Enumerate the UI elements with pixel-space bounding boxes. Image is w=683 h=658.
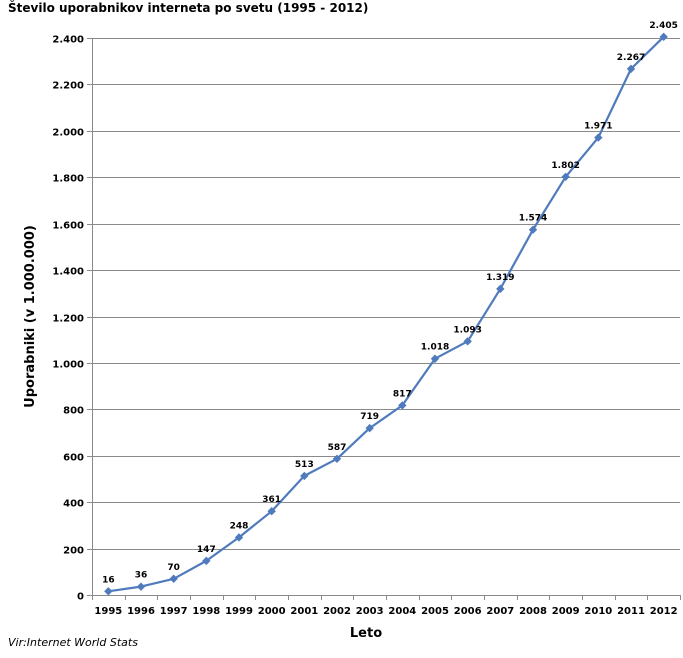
y-tick-labels: 0 200 400 600 800 1.000 1.200 1.400 1.600 1.800 2.… bbox=[52, 35, 84, 603]
data-point-marker bbox=[561, 172, 570, 181]
x-tick-label: 2007 bbox=[486, 606, 514, 617]
x-tick-label: 2009 bbox=[552, 606, 580, 617]
x-tick-label: 1999 bbox=[225, 606, 253, 617]
data-label: 1.574 bbox=[519, 214, 547, 224]
data-point-marker bbox=[365, 423, 374, 433]
source-note: Vir:Internet World Stats bbox=[8, 636, 138, 649]
data-label: 1.971 bbox=[584, 122, 612, 132]
y-tick-label: 1.200 bbox=[52, 314, 84, 325]
data-label: 513 bbox=[295, 460, 314, 470]
x-tick-label: 1996 bbox=[127, 606, 155, 617]
x-tick-label: 2010 bbox=[584, 606, 612, 617]
data-label: 1.802 bbox=[551, 161, 579, 171]
x-axis-title: Leto bbox=[350, 626, 382, 641]
data-label: 2.267 bbox=[617, 53, 645, 63]
data-point-marker bbox=[169, 574, 178, 583]
data-point-marker bbox=[496, 284, 505, 294]
x-tick-label: 2012 bbox=[650, 606, 678, 617]
data-label: 1.319 bbox=[486, 273, 514, 283]
data-label: 147 bbox=[197, 545, 216, 555]
data-point-marker bbox=[300, 471, 309, 481]
data-point-marker bbox=[136, 582, 146, 591]
data-point-marker bbox=[594, 133, 603, 142]
data-point-marker bbox=[104, 587, 113, 596]
y-tick-label: 2.200 bbox=[52, 81, 84, 92]
data-label: 16 bbox=[102, 575, 115, 585]
data-point-marker bbox=[430, 354, 440, 363]
data-point-marker bbox=[463, 337, 472, 346]
data-point-marker bbox=[528, 225, 538, 234]
data-label: 1.093 bbox=[453, 325, 481, 335]
data-label: 361 bbox=[262, 495, 281, 505]
x-tick-label: 2001 bbox=[290, 606, 318, 617]
data-point-marker bbox=[234, 533, 244, 542]
y-tick-label: 400 bbox=[63, 499, 84, 510]
data-label: 248 bbox=[230, 521, 249, 531]
x-tick-label: 2005 bbox=[421, 606, 449, 617]
data-label: 70 bbox=[167, 563, 180, 573]
data-labels: 16 36 70 147 248 361 513 587 719 817 1.018 1.093 1.3… bbox=[102, 21, 678, 585]
x-tick-label: 2003 bbox=[356, 606, 384, 617]
data-label: 36 bbox=[135, 571, 148, 581]
y-tick-label: 200 bbox=[63, 546, 84, 557]
y-tick-label: 1.800 bbox=[52, 174, 84, 185]
y-tick-label: 1.600 bbox=[52, 221, 84, 232]
x-tick-labels: 1995 1996 1997 1998 1999 2000 2001 2002 2003 2004… bbox=[94, 606, 677, 617]
data-label: 817 bbox=[393, 389, 412, 399]
x-tick-label: 2004 bbox=[388, 606, 416, 617]
data-point-marker bbox=[626, 64, 636, 74]
data-point-marker bbox=[332, 454, 342, 463]
y-tick-label: 1.000 bbox=[52, 360, 84, 371]
data-point-marker bbox=[659, 32, 668, 42]
y-axis-title: Uporabniki (v 1.000.000) bbox=[23, 225, 38, 408]
chart-title: Število uporabnikov interneta po svetu (… bbox=[8, 0, 368, 15]
y-tick-label: 800 bbox=[63, 406, 84, 417]
x-tick-label: 2002 bbox=[323, 606, 351, 617]
y-tick-label: 1.400 bbox=[52, 267, 84, 278]
axes bbox=[87, 38, 681, 600]
y-tick-label: 600 bbox=[63, 453, 84, 464]
x-tick-label: 2008 bbox=[519, 606, 547, 617]
series-line bbox=[108, 36, 665, 593]
data-point-marker bbox=[267, 507, 276, 516]
series bbox=[104, 32, 668, 596]
x-tick-label: 1995 bbox=[94, 606, 122, 617]
x-tick-label: 2000 bbox=[258, 606, 286, 617]
data-point-marker bbox=[398, 401, 407, 410]
data-point-marker bbox=[202, 556, 211, 566]
data-label: 587 bbox=[328, 443, 347, 453]
y-tick-label: 0 bbox=[77, 592, 84, 603]
data-label: 719 bbox=[360, 412, 379, 422]
x-tick-label: 2011 bbox=[617, 606, 645, 617]
gridlines bbox=[92, 38, 680, 550]
x-tick-label: 1997 bbox=[160, 606, 188, 617]
data-label: 2.405 bbox=[649, 21, 677, 31]
y-tick-label: 2.400 bbox=[52, 35, 84, 46]
x-tick-label: 1998 bbox=[192, 606, 220, 617]
data-label: 1.018 bbox=[421, 343, 449, 353]
x-tick-label: 2006 bbox=[454, 606, 482, 617]
y-tick-label: 2.000 bbox=[52, 128, 84, 139]
